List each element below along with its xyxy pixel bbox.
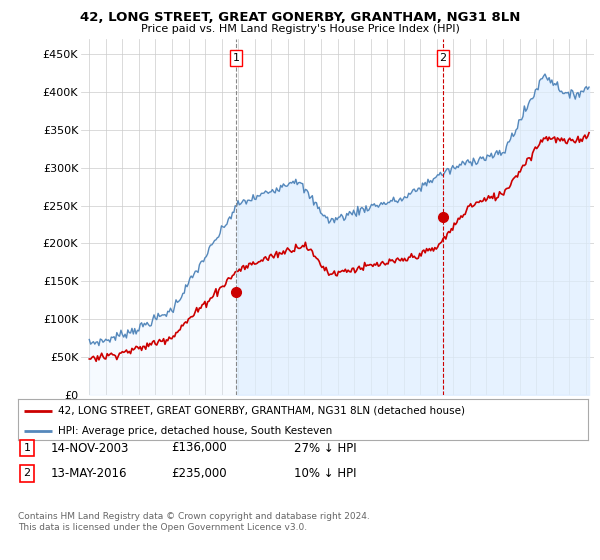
Text: £235,000: £235,000 xyxy=(171,466,227,480)
Text: 42, LONG STREET, GREAT GONERBY, GRANTHAM, NG31 8LN: 42, LONG STREET, GREAT GONERBY, GRANTHAM… xyxy=(80,11,520,24)
Text: 42, LONG STREET, GREAT GONERBY, GRANTHAM, NG31 8LN (detached house): 42, LONG STREET, GREAT GONERBY, GRANTHAM… xyxy=(58,405,465,416)
Text: Contains HM Land Registry data © Crown copyright and database right 2024.
This d: Contains HM Land Registry data © Crown c… xyxy=(18,512,370,532)
Text: 2: 2 xyxy=(439,53,446,63)
Text: 1: 1 xyxy=(233,53,239,63)
Text: 2: 2 xyxy=(23,468,31,478)
Text: Price paid vs. HM Land Registry's House Price Index (HPI): Price paid vs. HM Land Registry's House … xyxy=(140,24,460,34)
Text: 1: 1 xyxy=(23,443,31,453)
Text: 14-NOV-2003: 14-NOV-2003 xyxy=(51,441,130,455)
Text: HPI: Average price, detached house, South Kesteven: HPI: Average price, detached house, Sout… xyxy=(58,426,332,436)
Text: 10% ↓ HPI: 10% ↓ HPI xyxy=(294,466,356,480)
Text: 13-MAY-2016: 13-MAY-2016 xyxy=(51,466,128,480)
Text: £136,000: £136,000 xyxy=(171,441,227,455)
Text: 27% ↓ HPI: 27% ↓ HPI xyxy=(294,441,356,455)
